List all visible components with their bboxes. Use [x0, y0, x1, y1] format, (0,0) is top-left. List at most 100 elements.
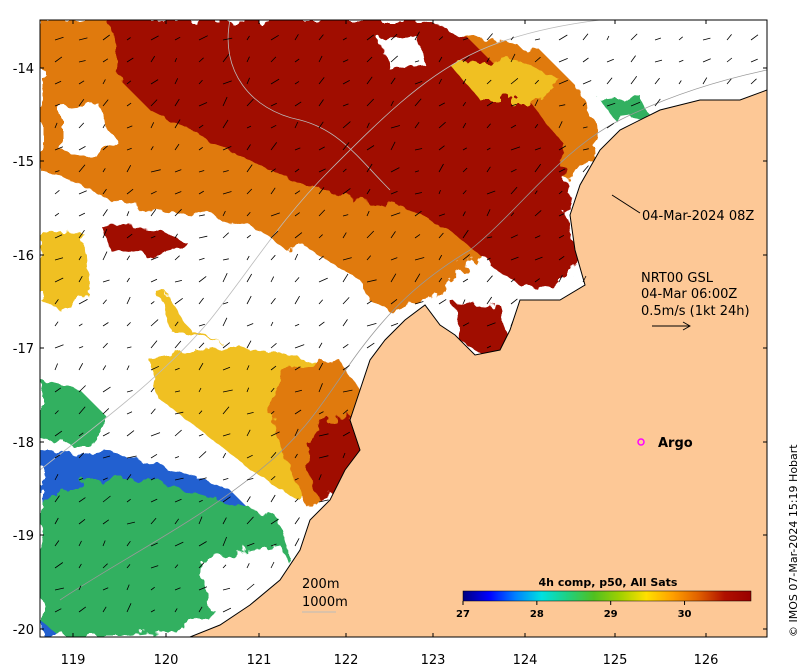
current-vector	[318, 146, 325, 151]
current-vector	[486, 345, 492, 349]
current-vector	[294, 477, 299, 481]
argo-float-marker[interactable]	[637, 438, 645, 446]
current-vector	[198, 79, 203, 85]
current-vector	[582, 275, 587, 283]
isobath-1000m	[40, 20, 601, 471]
current-vector	[102, 251, 108, 261]
current-vector	[294, 389, 303, 393]
current-vector	[174, 57, 177, 63]
current-vector	[222, 80, 232, 85]
current-vector	[270, 518, 279, 525]
current-vector	[150, 99, 158, 107]
current-vector	[150, 278, 158, 283]
current-vector	[270, 254, 276, 261]
current-vector	[198, 342, 205, 349]
current-vector	[102, 79, 106, 85]
current-vector	[414, 81, 423, 85]
current-vector	[102, 188, 107, 195]
current-vector	[678, 36, 683, 41]
sst-patch-hot	[460, 195, 580, 290]
current-vector	[342, 431, 350, 437]
current-vector	[534, 56, 541, 63]
current-vector	[126, 165, 132, 173]
current-vector	[342, 168, 347, 173]
current-vector	[174, 98, 180, 107]
current-vector	[102, 145, 108, 151]
current-vector	[534, 147, 542, 151]
current-vector	[510, 77, 519, 85]
credit-label: © IMOS 07-Mar-2024 15:19 Hobart	[787, 444, 800, 637]
current-vector	[486, 57, 490, 63]
current-vector	[126, 521, 135, 525]
current-vector	[126, 564, 131, 569]
colorbar-tick-label: 28	[530, 609, 544, 620]
current-vector	[198, 477, 207, 481]
current-vector	[150, 79, 159, 85]
current-vector	[198, 323, 206, 327]
current-vector	[222, 389, 233, 393]
current-vector	[486, 33, 493, 41]
current-vector	[102, 279, 110, 283]
current-vector	[270, 387, 275, 393]
current-vector	[270, 142, 278, 151]
current-vector	[366, 188, 371, 195]
current-vector	[342, 452, 346, 459]
current-vector	[486, 236, 493, 239]
current-vector	[246, 234, 251, 239]
current-vector	[390, 100, 394, 107]
current-vector	[462, 122, 467, 129]
current-vector	[126, 474, 132, 481]
current-vector	[510, 103, 517, 107]
current-vector	[390, 257, 398, 261]
current-vector	[246, 516, 254, 525]
current-vector	[726, 34, 732, 41]
current-vector	[534, 38, 541, 41]
current-vector	[342, 409, 349, 415]
current-vector	[222, 119, 229, 129]
current-vector	[54, 410, 59, 415]
current-vector	[318, 77, 325, 85]
current-vector	[222, 406, 230, 415]
current-vector	[270, 365, 277, 371]
current-vector	[414, 121, 420, 129]
composite-time-pointer	[611, 194, 641, 214]
current-vector	[630, 101, 641, 107]
current-vector	[318, 342, 323, 349]
current-vector	[486, 123, 491, 129]
current-vector	[510, 186, 518, 195]
current-vector	[102, 540, 106, 547]
current-vector	[390, 55, 398, 63]
colorbar-ticks: 27 28 29 30	[456, 601, 692, 620]
current-vector	[486, 79, 492, 85]
current-vector	[150, 208, 157, 217]
current-vector	[414, 257, 425, 261]
current-vector	[246, 340, 252, 349]
current-vector	[462, 56, 470, 63]
current-vector	[294, 190, 301, 195]
current-vector	[198, 146, 203, 151]
current-vector	[318, 99, 324, 107]
missing-data-patch	[170, 245, 380, 360]
current-vector	[126, 296, 131, 305]
current-vector	[270, 543, 277, 547]
current-vector	[54, 170, 60, 173]
lat-tick-label: -17	[13, 342, 34, 357]
current-vector	[582, 165, 589, 173]
current-vector	[318, 433, 329, 437]
current-vector	[102, 99, 109, 107]
current-vector	[294, 344, 305, 349]
current-vector	[270, 78, 280, 85]
current-vector	[606, 35, 610, 41]
current-vector	[198, 170, 205, 173]
current-vector	[318, 55, 323, 63]
current-vector	[294, 453, 298, 459]
current-vector	[438, 56, 443, 63]
current-vector	[198, 451, 207, 459]
current-vector	[54, 517, 59, 525]
current-vector	[54, 454, 61, 459]
current-vector	[630, 33, 638, 41]
current-vector	[318, 383, 323, 393]
current-vector	[534, 124, 539, 129]
longitude-labels: 119 120 121 122 123 124 125 126	[61, 653, 719, 668]
